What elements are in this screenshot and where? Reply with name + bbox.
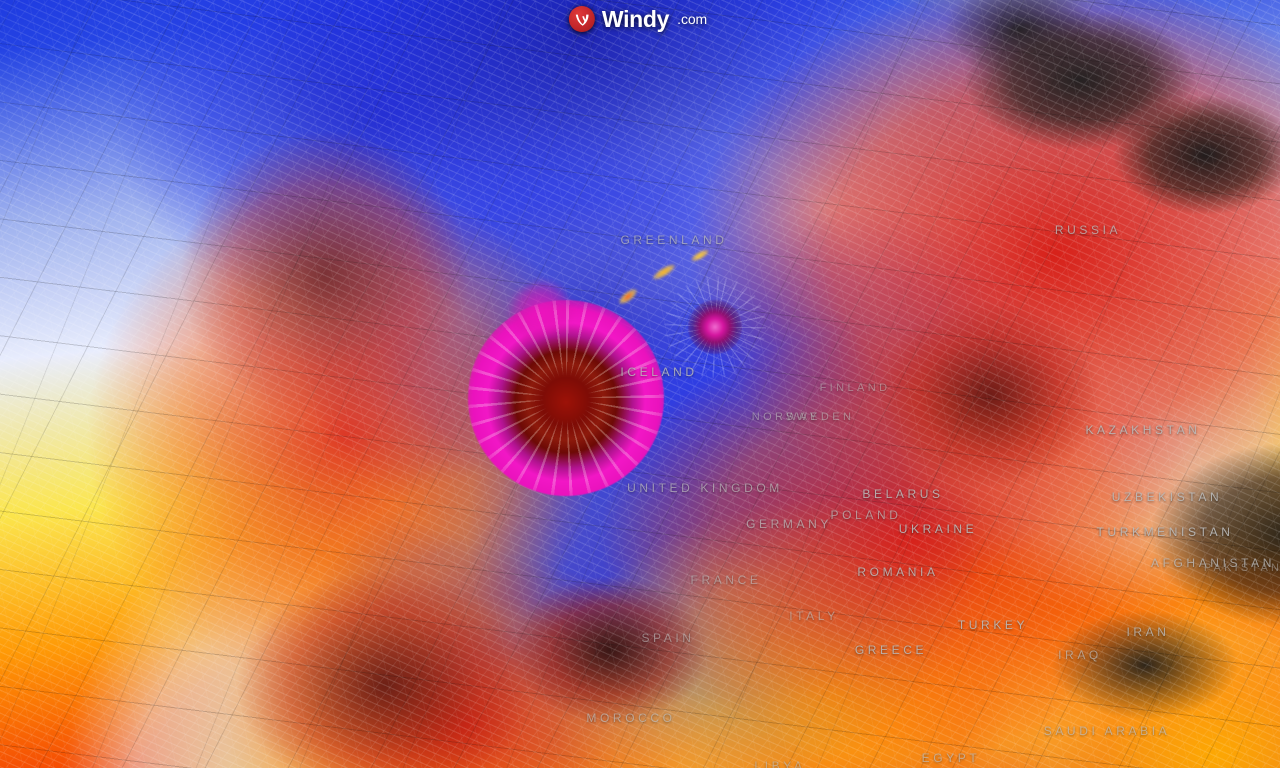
windy-logo-icon bbox=[568, 6, 595, 32]
secondary-cyclone-streamlines bbox=[664, 276, 766, 378]
main-cyclone bbox=[468, 300, 664, 496]
main-cyclone-streamlines bbox=[468, 300, 664, 496]
windy-logo[interactable]: Windy .com bbox=[565, 4, 715, 34]
windy-logo-wordmark: Windy bbox=[601, 5, 670, 32]
windy-logo-tld: .com bbox=[677, 11, 708, 27]
secondary-cyclone bbox=[688, 300, 742, 354]
